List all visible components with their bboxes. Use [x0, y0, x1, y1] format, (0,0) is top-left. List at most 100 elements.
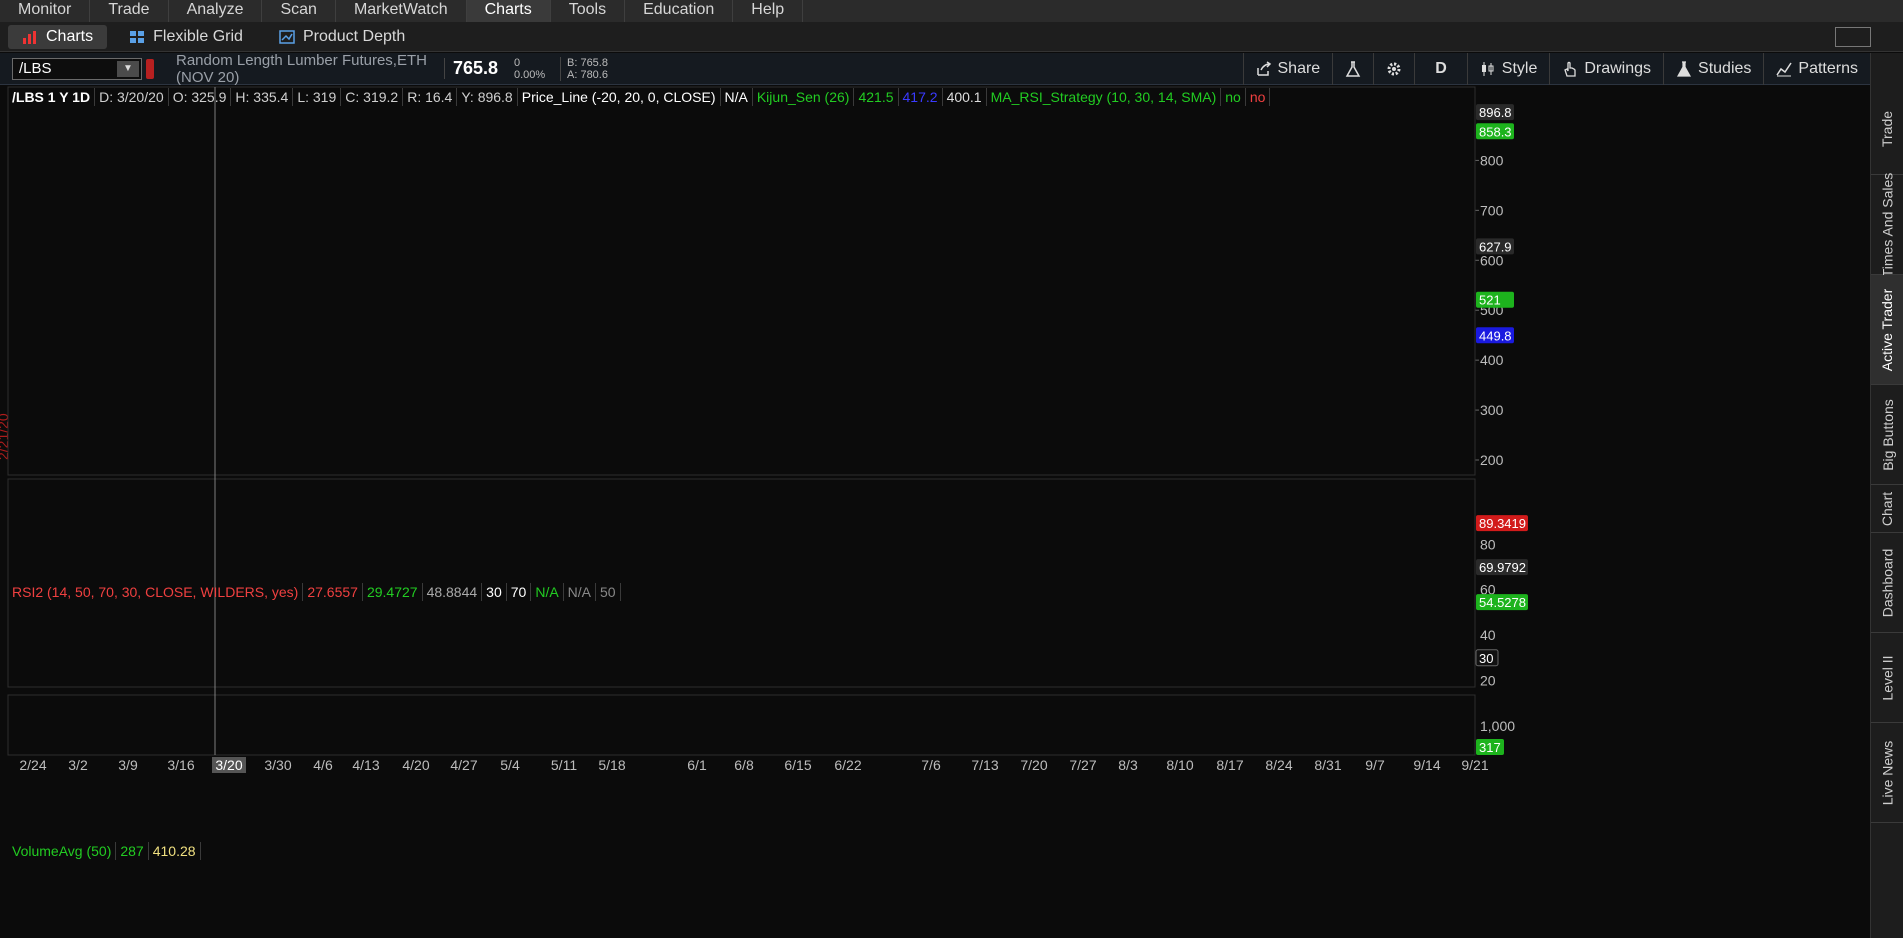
share-button[interactable]: Share — [1242, 53, 1333, 85]
chart-bars-icon — [22, 30, 38, 44]
time-tick-label: 3/16 — [167, 757, 194, 773]
chart-area[interactable]: 2003004005006007008002/21/203/20/204/17/… — [0, 85, 1870, 938]
chart-tools: Share D Style Drawings Studies Patterns — [1242, 53, 1871, 85]
menu-item-education[interactable]: Education — [625, 0, 734, 22]
menu-item-tools[interactable]: Tools — [551, 0, 626, 22]
side-tab-live-news[interactable]: Live News — [1871, 723, 1903, 823]
menu-item-help[interactable]: Help — [733, 0, 804, 22]
study-price-line[interactable]: Price_Line (-20, 20, 0, CLOSE) — [518, 88, 721, 106]
side-tab-active-trader[interactable]: Active Trader — [1871, 275, 1903, 385]
side-tab-trade[interactable]: Trade — [1871, 83, 1903, 175]
tab-product-depth[interactable]: Product Depth — [265, 25, 419, 49]
ask-value: A: 780.6 — [567, 68, 608, 81]
bid-ask: B: 765.8 A: 780.6 — [560, 56, 608, 81]
menu-item-scan[interactable]: Scan — [262, 0, 336, 22]
rsi-value-6: N/A — [531, 583, 564, 601]
ohlc-close: C: 319.2 — [341, 88, 404, 106]
volume-axis-badge-text: 317 — [1479, 740, 1501, 755]
rsi-study-header: RSI2 (14, 50, 70, 30, CLOSE, WILDERS, ye… — [8, 582, 621, 602]
price-axis-badge-text: 858.3 — [1479, 124, 1512, 139]
side-tab-level-ii[interactable]: Level II — [1871, 633, 1903, 723]
workspace-tabs: Charts Flexible Grid Product Depth — [0, 22, 1903, 52]
patterns-button[interactable]: Patterns — [1763, 53, 1870, 85]
patterns-label: Patterns — [1798, 60, 1858, 77]
volume-value-2: 410.28 — [149, 842, 201, 860]
side-tab-times-and-sales[interactable]: Times And Sales — [1871, 172, 1903, 277]
price-tick-label: 300 — [1480, 402, 1504, 418]
settings-button[interactable] — [1373, 53, 1414, 85]
price-tick-label: 600 — [1480, 252, 1504, 268]
rsi-value-2: 29.4727 — [363, 583, 423, 601]
depth-icon — [279, 29, 295, 44]
side-tab-big-buttons[interactable]: Big Buttons — [1871, 385, 1903, 485]
tab-charts[interactable]: Charts — [8, 24, 108, 49]
rsi-axis-badge — [1476, 594, 1528, 611]
time-tick-label: 4/6 — [313, 757, 333, 773]
bid-value: B: 765.8 — [567, 56, 608, 69]
tab-label: Charts — [46, 27, 94, 45]
rsi-axis-badge — [1476, 559, 1528, 576]
tab-flexible-grid[interactable]: Flexible Grid — [115, 25, 257, 49]
link-flag-icon[interactable] — [146, 58, 154, 79]
pane-frame-0 — [7, 86, 1476, 476]
time-tick-label: 4/20 — [402, 757, 429, 773]
time-tick-label: 7/13 — [971, 757, 998, 773]
time-tick-label: 3/2 — [68, 757, 88, 773]
period-selector[interactable]: D — [1414, 53, 1467, 85]
side-tab-label: Live News — [1879, 740, 1896, 805]
chart-symbol-label[interactable]: /LBS 1 Y 1D — [8, 88, 96, 106]
side-tab-dashboard[interactable]: Dashboard — [1871, 533, 1903, 633]
menu-item-analyze[interactable]: Analyze — [169, 0, 263, 22]
ohlc-date: D: 3/20/20 — [95, 88, 169, 106]
study-volume-avg[interactable]: VolumeAvg (50) — [8, 842, 117, 860]
dropdown-arrow-icon[interactable]: ▼ — [117, 60, 139, 77]
time-tick-label: 4/27 — [450, 757, 477, 773]
last-price: 765.8 — [444, 58, 514, 79]
drawings-button[interactable]: Drawings — [1549, 53, 1663, 85]
date-marker-label: 2/21/20 — [0, 413, 11, 460]
study-rsi2[interactable]: RSI2 (14, 50, 70, 30, CLOSE, WILDERS, ye… — [8, 583, 304, 601]
menu-item-charts[interactable]: Charts — [466, 0, 551, 22]
time-tick-label: 8/3 — [1118, 757, 1138, 773]
price-axis-badge — [1476, 327, 1514, 344]
price-tick-label: 200 — [1480, 452, 1504, 468]
study-ma-rsi-value-2: no — [1246, 88, 1271, 106]
net-change-value: 0 — [514, 56, 521, 69]
side-tab-label: Big Buttons — [1879, 398, 1896, 471]
share-icon — [1256, 61, 1272, 77]
time-tick-label: 6/15 — [784, 757, 811, 773]
volume-study-header: VolumeAvg (50) 287 410.28 — [8, 841, 201, 861]
rsi-axis-badge-text: 89.3419 — [1479, 516, 1526, 531]
symbol-input[interactable]: /LBS ▼ — [12, 57, 142, 80]
studies-label: Studies — [1698, 60, 1752, 77]
time-tick-label: 6/8 — [734, 757, 754, 773]
menu-item-marketwatch[interactable]: MarketWatch — [336, 0, 467, 22]
study-ma-rsi[interactable]: MA_RSI_Strategy (10, 30, 14, SMA) — [987, 88, 1222, 106]
price-axis-badge — [1476, 104, 1514, 121]
flask-icon — [1676, 61, 1692, 77]
time-tick-label: 9/7 — [1365, 757, 1385, 773]
time-tick-label: 9/21 — [1461, 757, 1488, 773]
side-tab-chart[interactable]: Chart — [1871, 485, 1903, 533]
study-kijun[interactable]: Kijun_Sen (26) — [753, 88, 855, 106]
rsi-tick-label: 80 — [1480, 536, 1496, 552]
layout-selector[interactable] — [1835, 27, 1871, 47]
time-tick-label: 8/10 — [1166, 757, 1193, 773]
tab-label: Flexible Grid — [153, 27, 243, 45]
style-button[interactable]: Style — [1466, 53, 1550, 85]
volume-value-1: 287 — [116, 842, 149, 860]
price-axis-badge — [1476, 291, 1514, 308]
time-tick-label: 3/20 — [215, 757, 242, 773]
flask-button[interactable] — [1332, 53, 1373, 85]
net-change-pct: 0.00% — [514, 68, 546, 81]
volume-axis-badge — [1476, 739, 1504, 755]
study-ma-rsi-value-1: no — [1221, 88, 1246, 106]
chart-toolbar: /LBS ▼ Random Length Lumber Futures,ETH … — [0, 52, 1871, 86]
menu-item-trade[interactable]: Trade — [90, 0, 169, 22]
price-axis-badge — [1476, 238, 1514, 255]
studies-button[interactable]: Studies — [1663, 53, 1763, 85]
menu-item-monitor[interactable]: Monitor — [0, 0, 91, 22]
time-tick-label: 7/27 — [1069, 757, 1096, 773]
time-tick-label: 3/9 — [118, 757, 138, 773]
time-tick-label: 2/24 — [19, 757, 46, 773]
